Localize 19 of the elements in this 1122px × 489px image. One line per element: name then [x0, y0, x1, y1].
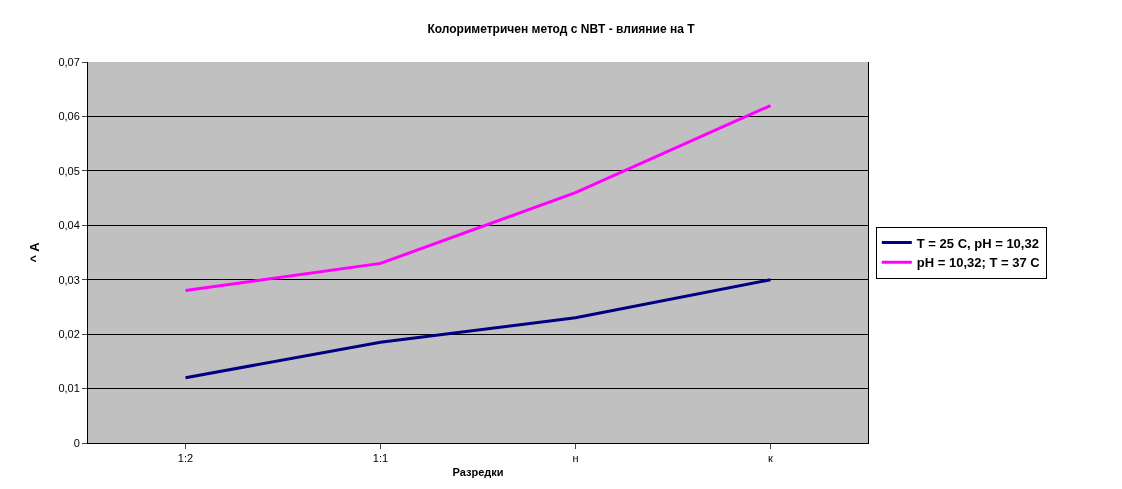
y-tick-label: 0,02 [58, 327, 80, 340]
y-tick-label: 0,07 [58, 55, 80, 68]
y-tick-label: 0 [73, 436, 80, 449]
line-series [184, 278, 772, 380]
legend-label: pH = 10,32; T = 37 C [916, 255, 1041, 271]
line-series [184, 104, 772, 293]
x-tick-label: к [768, 452, 774, 465]
y-tick-label: 0,06 [58, 110, 80, 123]
x-tick-label: н [572, 452, 579, 465]
y-tick-label: 0,04 [58, 219, 80, 232]
y-tick-label: 0,05 [58, 164, 80, 177]
x-tick-label: 1:1 [372, 452, 389, 465]
x-axis-title: Разредки [452, 466, 504, 479]
x-tick-label: 1:2 [177, 452, 194, 465]
chart-title: Колориметричен метод с NBT - влияние на T [427, 21, 696, 36]
y-tick-label: 0,03 [58, 273, 80, 286]
y-axis-title: ^ A [27, 241, 43, 263]
y-tick-label: 0,01 [58, 382, 80, 395]
legend-label: T = 25 C, pH = 10,32 [916, 235, 1039, 251]
